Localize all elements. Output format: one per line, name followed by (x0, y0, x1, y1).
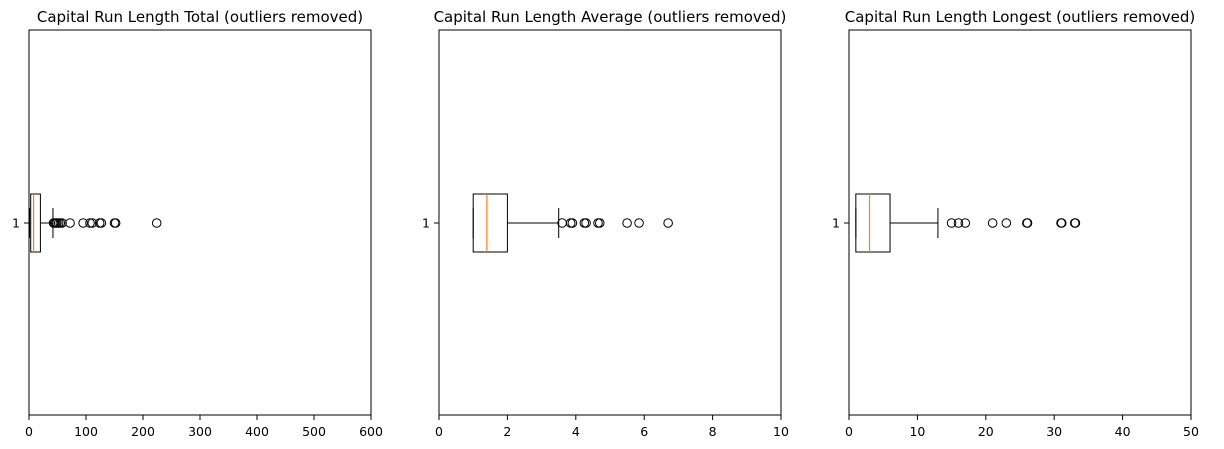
outlier-point (960, 218, 971, 228)
x-tick-label: 4 (572, 424, 580, 439)
x-tick-label: 6 (640, 424, 648, 439)
x-tick-label: 30 (1046, 424, 1062, 439)
x-tick-label: 10 (773, 424, 789, 439)
outlier-point (65, 218, 75, 228)
y-tick-label: 1 (12, 216, 20, 231)
outlier-point (946, 218, 957, 228)
x-tick-label: 0 (435, 424, 443, 439)
x-tick-label: 0 (845, 424, 853, 439)
outlier-point (85, 218, 95, 228)
iqr-box (30, 193, 41, 253)
boxplot-panel-3: Capital Run Length Longest (outliers rem… (832, 8, 1199, 439)
x-tick-label: 50 (1183, 424, 1199, 439)
x-tick-label: 300 (188, 424, 212, 439)
outlier-point (663, 218, 673, 228)
outlier-point (151, 218, 162, 228)
chart-title: Capital Run Length Longest (outliers rem… (845, 8, 1195, 26)
outlier-point (78, 218, 88, 228)
outlier-point (1056, 218, 1067, 228)
x-tick-label: 40 (1115, 424, 1131, 439)
outlier-point (567, 218, 578, 228)
chart-title: Capital Run Length Total (outliers remov… (37, 8, 363, 26)
boxplot-panel-2: Capital Run Length Average (outliers rem… (422, 8, 789, 439)
outlier-point (634, 218, 644, 228)
x-tick-label: 400 (245, 424, 269, 439)
x-tick-label: 8 (709, 424, 717, 439)
outlier-point (1001, 218, 1012, 228)
outlier-point (96, 218, 107, 228)
outlier-point (110, 218, 121, 228)
outlier-point (987, 218, 998, 228)
outlier-point (57, 218, 67, 228)
chart-title: Capital Run Length Average (outliers rem… (434, 8, 787, 26)
outlier-point (622, 218, 632, 228)
outlier-point (581, 218, 591, 228)
x-tick-label: 0 (25, 424, 33, 439)
outlier-point (1070, 218, 1081, 228)
outlier-point (594, 218, 605, 228)
y-tick-label: 1 (832, 216, 840, 231)
plot-frame (28, 29, 372, 416)
boxplot-panel-1: Capital Run Length Total (outliers remov… (12, 8, 383, 439)
iqr-box (472, 193, 508, 253)
x-tick-label: 2 (503, 424, 511, 439)
outlier-point (87, 218, 98, 228)
x-tick-label: 500 (302, 424, 326, 439)
iqr-box (855, 193, 891, 253)
x-tick-label: 100 (74, 424, 98, 439)
x-tick-label: 600 (359, 424, 383, 439)
outlier-point (1022, 218, 1033, 228)
x-tick-label: 10 (909, 424, 925, 439)
x-tick-label: 200 (131, 424, 155, 439)
x-tick-label: 20 (978, 424, 994, 439)
outlier-point (953, 218, 964, 228)
y-tick-label: 1 (422, 216, 430, 231)
plot-frame (438, 29, 782, 416)
